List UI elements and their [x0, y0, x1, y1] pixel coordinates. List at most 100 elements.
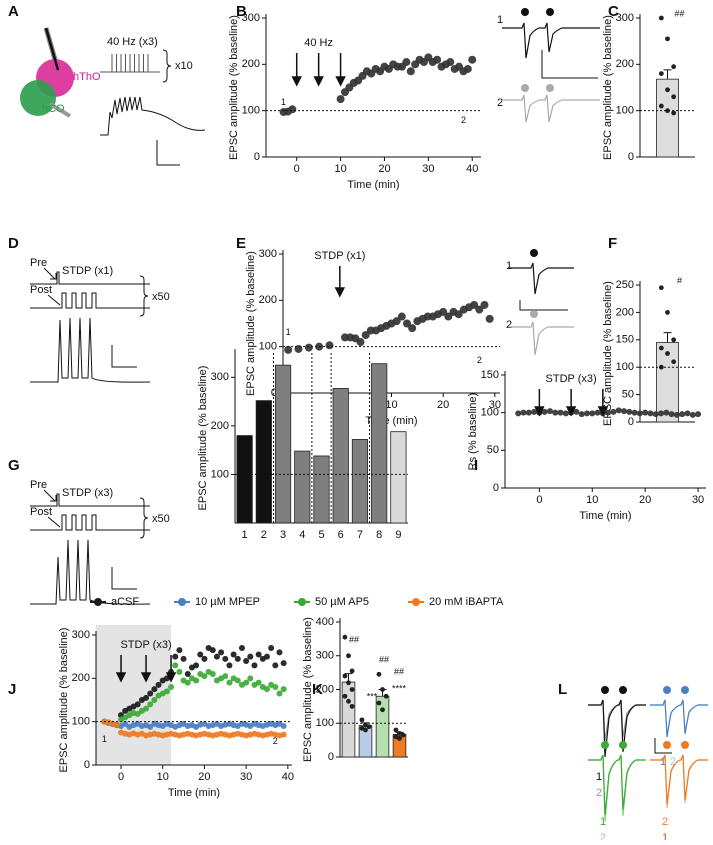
post-line	[30, 514, 150, 531]
data-point	[520, 409, 527, 416]
x-axis-label: Time (min)	[168, 787, 220, 799]
significance-label: ##	[349, 634, 359, 644]
data-point	[403, 319, 411, 328]
legend-swatch	[412, 598, 420, 606]
trace-label: 2	[596, 787, 602, 799]
repeat-label: x10	[175, 60, 193, 72]
panel-letter: C	[608, 3, 619, 20]
stimulus-dot	[521, 84, 529, 92]
data-point	[673, 411, 680, 418]
data-point	[393, 734, 399, 740]
trace-label: 2	[600, 832, 606, 840]
y-tick-label: 100	[616, 361, 634, 373]
data-point	[168, 684, 175, 690]
data-point	[658, 103, 664, 109]
point-label: 2	[477, 355, 482, 365]
data-point	[213, 653, 220, 660]
post-label: Post	[30, 506, 52, 518]
legend-swatch	[178, 598, 186, 606]
panel-letter: E	[236, 235, 246, 252]
y-tick-label: 100	[259, 341, 277, 353]
data-point	[658, 71, 664, 76]
y-tick-label: 0	[628, 151, 634, 163]
trace	[650, 754, 708, 809]
bracket	[139, 275, 149, 317]
trace	[502, 94, 600, 123]
data-point	[143, 705, 150, 712]
data-point	[589, 410, 596, 417]
stimulus-dot	[521, 8, 529, 16]
significance-label: ##	[379, 654, 389, 664]
data-point	[468, 55, 477, 64]
data-point	[251, 662, 258, 669]
scale-bar	[654, 738, 672, 754]
data-point	[583, 410, 590, 417]
response-trace	[100, 96, 206, 136]
data-point	[562, 410, 569, 417]
trace-label: 2	[670, 756, 676, 768]
significance-label: ***	[367, 691, 378, 701]
panel-g-diagram: STDP (x3) Pre Post x50	[30, 479, 170, 605]
point-label: 1	[102, 734, 107, 744]
x-tick-label: 5	[318, 529, 324, 541]
data-point	[361, 331, 370, 340]
data-point	[408, 324, 417, 333]
trace-label: 1	[506, 260, 512, 272]
y-tick-label: 100	[242, 105, 260, 117]
data-point	[380, 687, 385, 692]
bar	[351, 439, 369, 524]
data-point	[541, 408, 548, 415]
data-point	[288, 105, 297, 114]
data-point	[349, 668, 355, 674]
y-tick-label: 0	[271, 387, 277, 399]
data-point	[400, 732, 406, 738]
data-point	[230, 651, 237, 658]
x-tick-label: 20	[639, 494, 651, 506]
stimulus-arrow	[313, 53, 324, 87]
arrow-label: STDP (x1)	[314, 250, 365, 262]
data-point	[383, 693, 389, 699]
x-tick-label: 40	[466, 163, 478, 175]
x-tick-label: 30	[692, 494, 704, 506]
data-point	[393, 727, 399, 733]
arrow-label: STDP (x3)	[120, 639, 171, 651]
cell-label: hCO	[42, 103, 65, 115]
stimulus-arrow	[165, 655, 177, 683]
panel-a-diagram: hThO hCO 40 Hz (x3) x10	[20, 27, 206, 166]
stimulus-arrow	[334, 266, 346, 298]
trace	[650, 699, 708, 738]
trace-label: 2	[506, 319, 512, 331]
arrow	[47, 516, 61, 528]
pre-label: Pre	[30, 257, 47, 269]
data-point	[376, 671, 382, 677]
pipette	[48, 102, 72, 118]
significance-label: ****	[392, 683, 407, 693]
panel-letter: I	[474, 457, 478, 474]
y-tick-label: 300	[316, 650, 334, 662]
data-point	[147, 690, 154, 697]
post-line	[30, 292, 150, 309]
scale-bar	[111, 567, 137, 590]
bar	[390, 431, 407, 524]
legend-label: 20 mM iBAPTA	[429, 596, 504, 608]
y-tick-label: 200	[616, 58, 634, 70]
trace-label: 1	[660, 756, 666, 768]
data-point	[605, 409, 612, 416]
y-tick-label: 0	[328, 751, 334, 763]
data-point	[552, 409, 559, 416]
stimulus-label: 40 Hz (x3)	[107, 36, 158, 48]
data-point	[180, 655, 187, 662]
trace-label: 1	[497, 14, 503, 26]
x-tick-label: 0	[294, 163, 300, 175]
data-point	[336, 95, 345, 104]
trace-label: 2	[497, 97, 503, 109]
x-axis-label: Time (min)	[579, 510, 631, 522]
data-point	[578, 411, 585, 418]
stimulus-dot	[663, 741, 671, 749]
data-point	[342, 693, 348, 699]
data-point	[658, 285, 664, 291]
data-point	[359, 717, 365, 723]
data-point	[247, 675, 254, 682]
data-point	[263, 686, 270, 693]
panel-d-diagram: STDP (x1) Pre Post x50	[30, 257, 170, 383]
